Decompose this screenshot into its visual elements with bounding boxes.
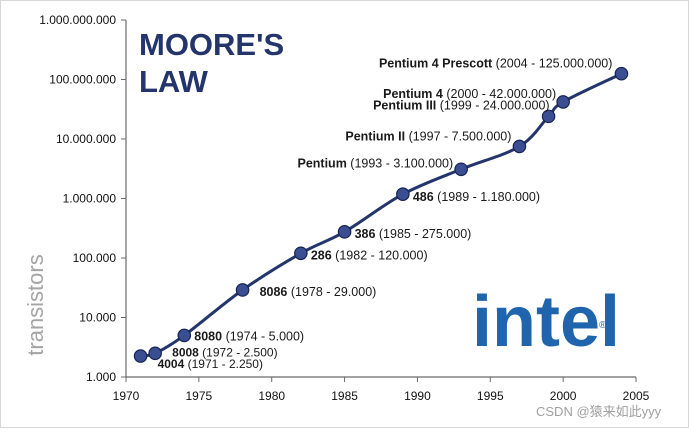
point-label-name: 8080	[194, 329, 222, 343]
data-point	[556, 95, 570, 109]
point-label-name: Pentium 4 Prescott	[379, 57, 493, 71]
registered-mark: ®	[599, 320, 607, 331]
point-label-name: Pentium 4	[383, 87, 443, 101]
y-axis-label: transistors	[23, 254, 48, 355]
point-label: Pentium 4 Prescott (2004 - 125.000.000)	[379, 57, 612, 71]
ticks: 1.000 10.000 100.000 1.000.000 10.000.000 100…	[39, 13, 649, 403]
point-label: 286 (1982 - 120.000)	[311, 248, 428, 262]
point-label-name: Pentium II	[345, 129, 405, 143]
y-tick-label: 10.000	[79, 311, 116, 325]
point-label-name: 8008	[172, 345, 199, 359]
x-tick-label: 2000	[550, 389, 577, 403]
data-point	[133, 349, 148, 363]
y-tick-label: 100.000.000	[49, 73, 116, 87]
point-label-detail: (1978 - 29.000)	[287, 285, 376, 299]
data-point	[541, 109, 556, 124]
x-tick-label: 1990	[404, 389, 431, 403]
point-label-name: Pentium	[298, 156, 347, 170]
data-point	[337, 225, 352, 239]
point-label: 486 (1989 - 1.180.000)	[413, 190, 540, 204]
point-label-detail: (1972 - 2.500)	[199, 345, 278, 359]
data-point	[512, 139, 527, 154]
series	[133, 66, 629, 363]
point-label-name: 486	[413, 190, 434, 204]
point-label-detail: (1999 - 24.000.000)	[436, 98, 549, 112]
point-labels: 4004 (1971 - 2.250)8008 (1972 - 2.500)80…	[158, 57, 613, 371]
point-label-detail: (1982 - 120.000)	[332, 248, 428, 262]
point-label-name: 4004	[158, 357, 185, 371]
data-point	[396, 187, 410, 202]
data-point	[454, 162, 468, 177]
data-point	[294, 246, 308, 261]
x-tick-label: 1995	[477, 389, 504, 403]
point-label: 8086 (1978 - 29.000)	[260, 285, 377, 299]
point-label-detail: (1974 - 5.000)	[222, 329, 304, 343]
x-tick-label: 2005	[623, 389, 650, 403]
point-label-name: 386	[355, 227, 376, 241]
y-tick-label: 100.000	[73, 251, 117, 265]
point-label-name: Pentium III	[373, 98, 436, 112]
point-label: Pentium 4 (2000 - 42.000.000)	[383, 87, 556, 101]
point-label-detail: (1997 - 7.500.000)	[405, 129, 511, 143]
intel-logo: intel ®	[472, 282, 620, 362]
x-tick-label: 1985	[331, 389, 358, 403]
watermark-text: CSDN @猿来如此yyy	[536, 404, 662, 419]
data-point	[614, 66, 629, 81]
point-label: Pentium II (1997 - 7.500.000)	[345, 129, 511, 143]
point-label: 386 (1985 - 275.000)	[355, 227, 472, 241]
point-label-detail: (2004 - 125.000.000)	[492, 57, 612, 71]
point-label-detail: (1985 - 275.000)	[375, 227, 471, 241]
point-label-detail: (2000 - 42.000.000)	[443, 87, 556, 101]
chart-title-line-2: LAW	[139, 64, 209, 99]
y-tick-label: 1.000.000.000	[39, 13, 116, 27]
x-tick-label: 1975	[186, 389, 213, 403]
point-label-detail: (1989 - 1.180.000)	[434, 190, 540, 204]
point-label: 8008 (1972 - 2.500)	[172, 345, 277, 359]
point-label: 4004 (1971 - 2.250)	[158, 357, 263, 371]
point-label: 8080 (1974 - 5.000)	[194, 329, 304, 343]
y-tick-label: 10.000.000	[56, 132, 116, 146]
y-tick-label: 1.000.000	[63, 192, 117, 206]
x-tick-label: 1970	[113, 389, 140, 403]
point-label-detail: (1971 - 2.250)	[184, 357, 263, 371]
point-label-name: 8086	[260, 285, 288, 299]
y-tick-label: 1.000	[86, 370, 116, 384]
data-point	[177, 328, 192, 343]
chart-title-line-1: MOORE'S	[139, 27, 284, 62]
chart-title: MOORE'S LAW	[139, 27, 284, 99]
point-label: Pentium (1993 - 3.100.000)	[298, 156, 454, 170]
point-label-detail: (1993 - 3.100.000)	[347, 156, 453, 170]
x-tick-label: 1980	[258, 389, 285, 403]
intel-logo-text: intel	[472, 282, 620, 362]
data-point	[235, 283, 250, 297]
point-label-name: 286	[311, 248, 332, 262]
point-label: Pentium III (1999 - 24.000.000)	[373, 98, 549, 112]
data-point	[148, 346, 162, 361]
